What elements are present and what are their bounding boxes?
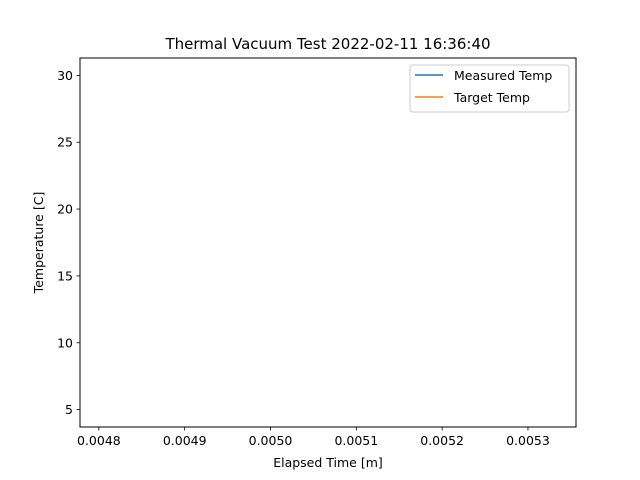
y-tick-label: 5 — [65, 402, 73, 417]
x-axis-ticks: 0.0048 0.0049 0.0050 0.0051 0.0052 0.0053 — [77, 427, 550, 448]
legend: Measured Temp Target Temp — [409, 64, 570, 113]
y-tick-label: 10 — [57, 335, 73, 350]
y-tick-label: 25 — [57, 135, 73, 150]
legend-label-target-temp: Target Temp — [453, 90, 530, 105]
x-tick-label: 0.0051 — [334, 433, 378, 448]
legend-label-measured-temp: Measured Temp — [454, 68, 552, 83]
y-axis-ticks: 5 10 15 20 25 30 — [57, 68, 80, 417]
x-axis-label: Elapsed Time [m] — [273, 455, 383, 470]
plot-area-frame — [79, 57, 577, 428]
x-tick-label: 0.0053 — [506, 433, 550, 448]
x-tick-label: 0.0048 — [77, 433, 121, 448]
y-tick-label: 15 — [57, 268, 73, 283]
x-tick-label: 0.0050 — [249, 433, 293, 448]
legend-box — [409, 64, 570, 113]
x-tick-label: 0.0049 — [163, 433, 207, 448]
y-axis-label: Temperature [C] — [31, 192, 46, 295]
x-tick-label: 0.0052 — [420, 433, 464, 448]
y-tick-label: 20 — [57, 202, 73, 217]
chart-title: Thermal Vacuum Test 2022-02-11 16:36:40 — [164, 35, 490, 53]
y-tick-label: 30 — [57, 68, 73, 83]
